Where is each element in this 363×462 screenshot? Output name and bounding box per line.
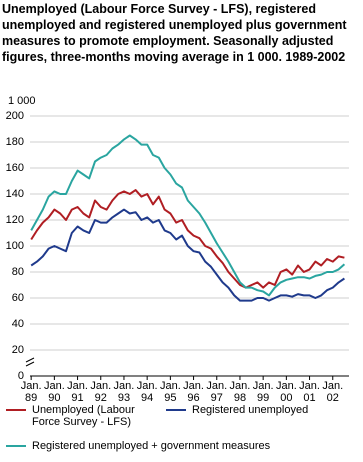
x-tick-label: Jan. 93: [113, 380, 135, 404]
y-tick-label: 140: [6, 188, 24, 200]
y-tick-label: 160: [6, 162, 24, 174]
y-tick-label: 40: [12, 318, 24, 330]
series-line: [30, 134, 346, 297]
y-tick-label: 0: [18, 370, 24, 382]
y-tick-label: 200: [6, 110, 24, 122]
axis-break: [25, 357, 35, 367]
x-tick-label: Jan. 95: [159, 380, 181, 404]
x-tick-label: Jan. 96: [183, 380, 204, 404]
legend-label: Registered unemployed: [192, 404, 309, 416]
x-tick-label: Jan. 94: [136, 380, 158, 404]
x-tick-label: Jan. 91: [67, 380, 88, 404]
x-tick-label: Jan. 99: [252, 380, 274, 404]
chart-title: Unemployed (Labour Force Survey - LFS), …: [2, 2, 347, 64]
series-line: [30, 208, 345, 302]
legend-label: Registered unemployed + government measu…: [32, 440, 271, 452]
x-tick-label: Jan. 90: [43, 380, 65, 404]
y-tick-label: 180: [6, 136, 24, 148]
series-line: [30, 189, 345, 289]
y-axis-unit: 1 000: [8, 95, 36, 107]
y-tick-label: 20: [12, 344, 24, 356]
x-tick-label: Jan. 98: [229, 380, 251, 404]
x-tick-label: Jan. 01: [299, 380, 320, 404]
y-tick-label: 120: [6, 214, 24, 226]
x-tick-label: Jan. 92: [90, 380, 112, 404]
x-tick-label: Jan. 00: [275, 380, 297, 404]
x-tick-label: Jan. 02: [322, 380, 344, 404]
y-tick-label: 80: [12, 266, 24, 278]
y-tick-label: 60: [12, 292, 24, 304]
y-tick-label: 100: [6, 240, 24, 252]
legend-label: Unemployed (Labour Force Survey - LFS): [32, 404, 135, 428]
x-tick-label: Jan. 89: [20, 380, 42, 404]
x-tick-label: Jan. 97: [206, 380, 228, 404]
